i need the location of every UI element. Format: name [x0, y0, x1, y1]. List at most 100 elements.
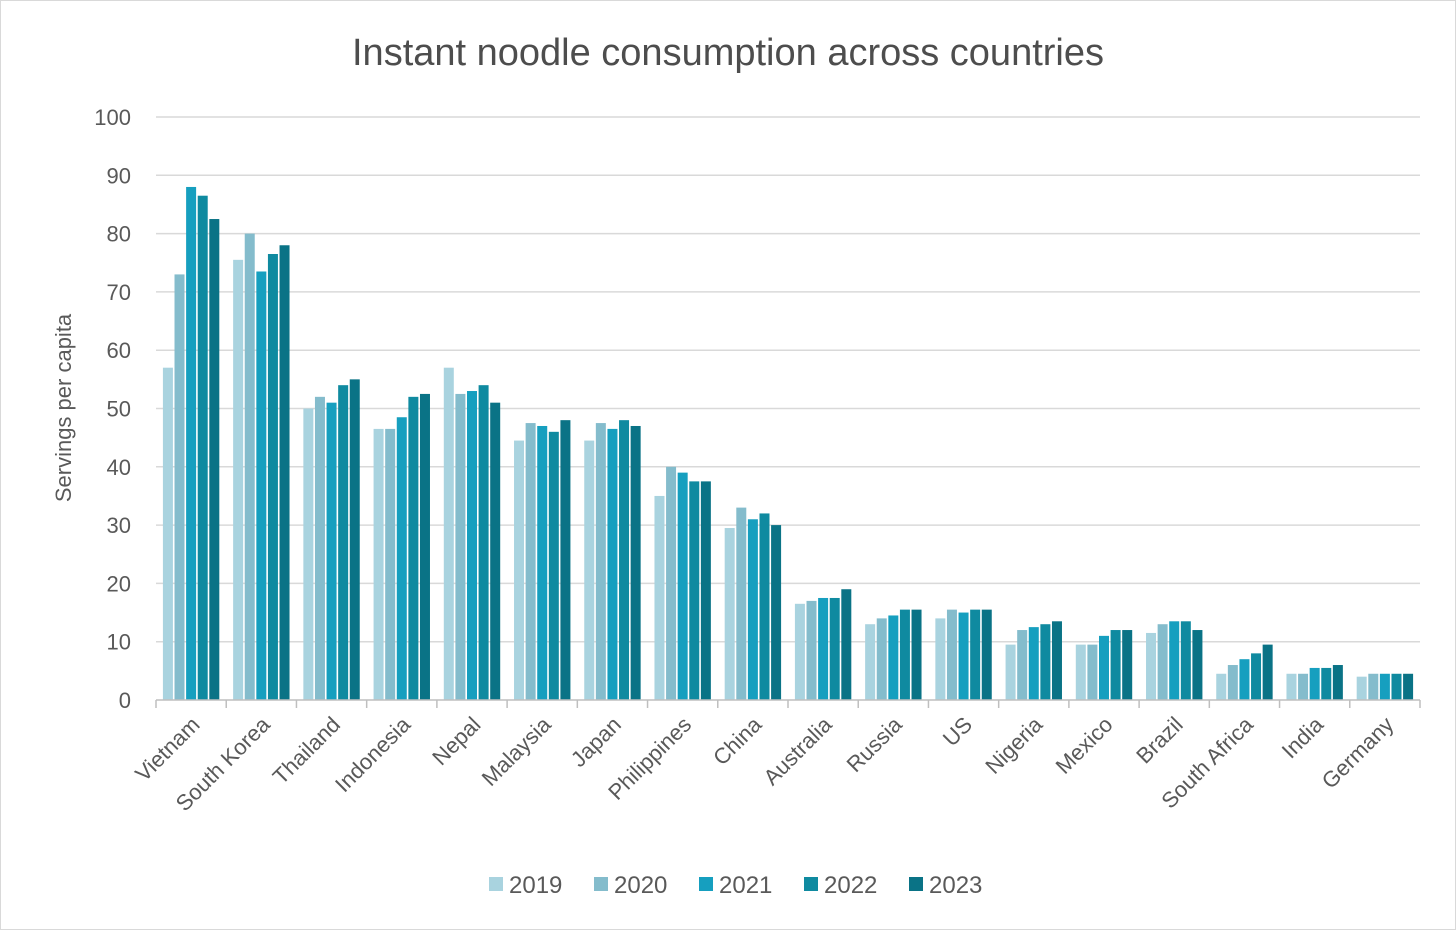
bar-2022-japan: [619, 420, 630, 700]
bar-2020-germany: [1368, 673, 1379, 700]
bar-2019-germany: [1356, 676, 1367, 700]
bar-2021-india: [1309, 667, 1320, 700]
bar-2021-nigeria: [1028, 627, 1039, 700]
bar-2022-brazil: [1180, 621, 1191, 700]
x-tick-label: Australia: [758, 711, 837, 790]
bar-2019-indonesia: [373, 428, 384, 700]
bar-2020-south-africa: [1227, 665, 1238, 700]
bar-2022-india: [1321, 667, 1332, 700]
x-tick-label: Brazil: [1131, 712, 1188, 769]
bar-2019-malaysia: [514, 440, 525, 700]
x-tick-label: China: [708, 711, 767, 770]
bar-2022-philippines: [689, 481, 700, 700]
y-tick-label: 100: [94, 105, 131, 130]
bar-2022-malaysia: [548, 431, 559, 700]
bars: [162, 186, 1414, 700]
legend-label-2019: 2019: [509, 872, 562, 899]
bar-2020-india: [1298, 673, 1309, 700]
legend-label-2023: 2023: [929, 872, 982, 899]
legend-swatch-2020: [594, 877, 608, 891]
bar-2020-russia: [876, 618, 887, 700]
gridlines: [156, 116, 1420, 643]
bar-2023-indonesia: [419, 393, 430, 700]
y-tick-label: 80: [107, 222, 131, 247]
bar-2023-thailand: [349, 379, 360, 700]
chart-title: Instant noodle consumption across countr…: [352, 32, 1104, 74]
bar-2019-india: [1286, 673, 1297, 700]
bar-2020-nepal: [455, 393, 466, 700]
bar-2021-germany: [1379, 673, 1390, 700]
legend-swatch-2021: [699, 877, 713, 891]
y-tick-label: 0: [119, 688, 131, 713]
bar-2022-china: [759, 513, 770, 700]
bar-2022-australia: [829, 597, 840, 700]
bar-2021-thailand: [326, 402, 337, 700]
bar-2022-south-korea: [267, 254, 278, 700]
bar-2019-philippines: [654, 495, 665, 700]
y-tick-label: 10: [107, 630, 131, 655]
bar-2023-australia: [841, 589, 852, 700]
bar-2022-vietnam: [197, 195, 208, 700]
bar-2021-russia: [888, 615, 899, 700]
bar-2019-australia: [794, 603, 805, 700]
bar-2021-brazil: [1169, 621, 1180, 700]
bar-2022-nepal: [478, 385, 489, 700]
x-tick-label: Russia: [842, 711, 908, 777]
bar-2019-nepal: [443, 367, 454, 700]
bar-2019-brazil: [1146, 632, 1157, 700]
x-tick-label: India: [1277, 711, 1329, 763]
bar-2023-south-korea: [279, 245, 290, 700]
bar-2021-japan: [607, 428, 618, 700]
x-tick-label: Nigeria: [980, 711, 1048, 779]
bar-2019-china: [724, 528, 735, 700]
bar-2023-brazil: [1192, 630, 1203, 700]
x-tick-label: US: [938, 712, 977, 751]
bar-2020-south-korea: [244, 233, 255, 700]
bar-2023-nepal: [490, 402, 501, 700]
legend-label-2020: 2020: [614, 872, 667, 899]
bar-2022-indonesia: [408, 396, 419, 700]
bar-2022-germany: [1391, 673, 1402, 700]
bar-2020-thailand: [314, 396, 325, 700]
bar-2020-us: [946, 609, 957, 700]
legend-swatch-2022: [804, 877, 818, 891]
bar-2023-vietnam: [209, 219, 220, 700]
bar-2019-south-korea: [233, 259, 244, 700]
bar-2022-thailand: [338, 385, 349, 700]
bar-2023-china: [771, 525, 782, 700]
bar-2020-malaysia: [525, 423, 536, 700]
x-tick-label: Mexico: [1051, 712, 1118, 779]
bar-2023-japan: [630, 425, 641, 700]
bar-2023-us: [981, 609, 992, 700]
bar-2019-us: [935, 618, 946, 700]
bar-2021-south-korea: [256, 271, 267, 700]
bar-2020-philippines: [666, 466, 677, 700]
bar-2020-indonesia: [385, 428, 396, 700]
bar-2023-germany: [1403, 673, 1414, 700]
y-tick-label: 50: [107, 397, 131, 422]
y-tick-label: 30: [107, 513, 131, 538]
legend-label-2022: 2022: [824, 872, 877, 899]
y-tick-label: 40: [107, 455, 131, 480]
bar-2021-nepal: [467, 391, 477, 700]
y-tick-label: 20: [107, 571, 131, 596]
bar-2020-china: [736, 507, 747, 700]
bar-2021-indonesia: [396, 417, 407, 700]
bar-2020-australia: [806, 600, 817, 700]
bar-2023-mexico: [1122, 630, 1133, 700]
bar-2020-mexico: [1087, 644, 1098, 700]
bar-2023-nigeria: [1051, 621, 1062, 700]
bar-2021-us: [958, 612, 969, 700]
bar-2021-china: [747, 519, 758, 700]
bar-2022-mexico: [1110, 630, 1121, 700]
legend-swatch-2019: [489, 877, 503, 891]
bar-2019-japan: [584, 440, 595, 700]
bar-2021-malaysia: [537, 425, 548, 700]
bar-2022-nigeria: [1040, 624, 1051, 700]
x-tick-label: Nepal: [427, 712, 485, 770]
x-axis: [155, 699, 1421, 708]
bar-2022-russia: [899, 609, 910, 700]
